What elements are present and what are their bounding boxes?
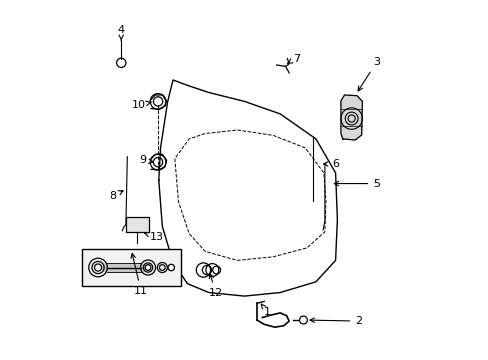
- Text: 12: 12: [208, 274, 223, 297]
- FancyBboxPatch shape: [82, 249, 180, 287]
- Text: 9: 9: [139, 156, 153, 165]
- Text: 5: 5: [334, 179, 379, 189]
- Text: 4: 4: [118, 25, 124, 41]
- Text: 8: 8: [108, 191, 123, 201]
- Text: 11: 11: [131, 253, 147, 296]
- Text: 13: 13: [144, 232, 163, 242]
- Text: 10: 10: [132, 100, 151, 110]
- Text: 1: 1: [261, 304, 271, 317]
- Bar: [125, 217, 149, 232]
- Text: 2: 2: [309, 316, 362, 326]
- Text: 6: 6: [323, 159, 338, 169]
- Text: 7: 7: [287, 54, 299, 64]
- Text: 3: 3: [357, 57, 379, 91]
- Polygon shape: [340, 95, 362, 140]
